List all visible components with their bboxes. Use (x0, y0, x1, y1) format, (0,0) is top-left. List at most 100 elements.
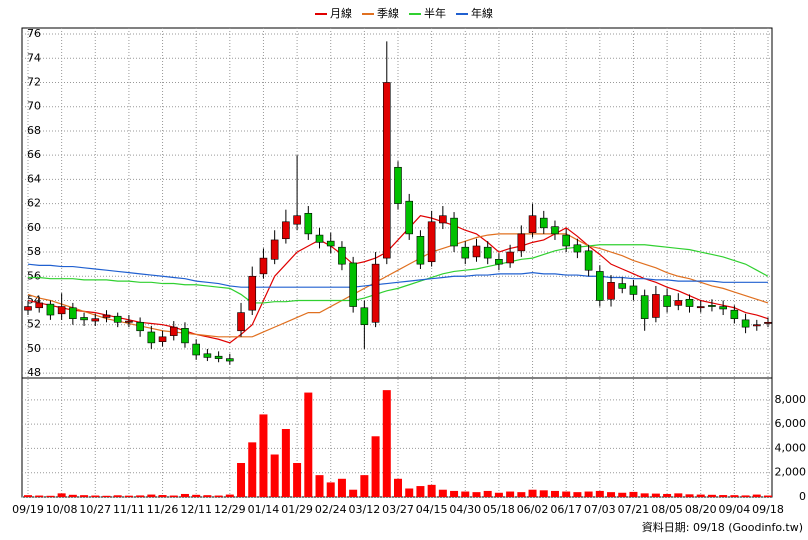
x-tick-label: 02/24 (315, 503, 347, 516)
volume-bar (68, 494, 77, 497)
candle-body (573, 244, 582, 253)
volume-bar (438, 489, 447, 497)
candle-body (382, 82, 391, 259)
candle-body (528, 215, 537, 233)
candle-body (270, 239, 279, 260)
x-tick-label: 12/11 (180, 503, 212, 516)
y2-tick-label: 8,000 (775, 393, 807, 406)
volume-bar (57, 493, 66, 497)
candle-body (147, 331, 156, 344)
x-tick-label: 01/29 (281, 503, 313, 516)
candle-body (405, 200, 414, 235)
x-tick-label: 10/27 (79, 503, 111, 516)
volume-bar (461, 491, 470, 497)
candle-body (427, 221, 436, 263)
y-tick-label: 62 (27, 197, 41, 210)
candle-body (472, 245, 481, 258)
candle-body (674, 300, 683, 306)
volume-bar (214, 495, 223, 497)
x-tick-label: 06/02 (517, 503, 549, 516)
candle-body (596, 271, 604, 301)
candle-body (181, 328, 189, 344)
volume-bar (685, 494, 694, 497)
candle-body (741, 319, 750, 328)
candle-body (69, 307, 77, 319)
volume-bar (124, 495, 133, 497)
y-tick-label: 72 (27, 75, 41, 88)
y-tick-label: 70 (27, 100, 41, 113)
volume-bar (158, 495, 167, 497)
x-tick-label: 04/15 (416, 503, 448, 516)
candle-body (607, 282, 615, 300)
volume-bar (427, 484, 436, 497)
x-tick-label: 10/08 (46, 503, 78, 516)
candle-body (517, 233, 526, 252)
candle-body (371, 263, 380, 323)
candle-body (248, 275, 257, 311)
candle-body (304, 212, 313, 235)
candle-body (293, 215, 301, 225)
y-tick-label: 76 (27, 27, 41, 40)
volume-bar (550, 490, 559, 497)
volume-bar (696, 494, 705, 497)
candle-body (24, 306, 32, 311)
candle-body (46, 303, 55, 316)
volume-bar (730, 495, 739, 497)
volume-bar (629, 491, 638, 497)
candle-body (495, 259, 503, 265)
x-tick-label: 11/11 (113, 503, 145, 516)
volume-bar (270, 454, 279, 497)
x-tick-label: 01/14 (248, 503, 280, 516)
candle-body (618, 283, 627, 289)
moving-average-line (27, 263, 768, 288)
candle-body (629, 285, 638, 295)
legend-label: 季線 (377, 6, 399, 20)
x-tick-label: 12/29 (214, 503, 246, 516)
candle-body (360, 307, 369, 326)
candle-body (506, 251, 514, 264)
volume-bar (752, 494, 761, 497)
x-tick-label: 03/27 (382, 503, 414, 516)
candle-body (394, 166, 402, 204)
candle-body (169, 326, 178, 336)
candle-body (349, 262, 357, 307)
x-tick-label: 11/26 (147, 503, 179, 516)
candle-body (450, 217, 458, 247)
candle-body (708, 305, 716, 307)
candle-body (752, 324, 761, 327)
volume-bar (382, 390, 391, 497)
footer: 資料日期: 09/18 (Goodinfo.tw) (642, 520, 803, 534)
candle-body (315, 234, 324, 243)
y2-tick-label: 0 (799, 490, 806, 503)
volume-bar (293, 463, 302, 497)
candle-body (214, 355, 223, 359)
candle-body (640, 295, 649, 319)
volume-bar (584, 491, 593, 497)
volume-bar (517, 492, 526, 497)
candle-body (80, 317, 88, 321)
y-tick-label: 60 (27, 221, 41, 234)
volume-bar (80, 495, 89, 497)
candle-body (237, 312, 245, 332)
candle-body (483, 246, 492, 259)
candle-body (439, 215, 447, 224)
volume-bar (651, 493, 660, 497)
volume-bar (640, 493, 649, 497)
candle-body (192, 343, 200, 356)
volume-bar (169, 495, 178, 497)
volume-bar (147, 494, 156, 497)
volume-bar (102, 495, 111, 497)
y2-tick-label: 6,000 (775, 417, 807, 430)
y2-tick-label: 4,000 (775, 441, 807, 454)
candle-body (125, 320, 133, 323)
volume-bar (326, 482, 335, 497)
y-tick-label: 52 (27, 318, 41, 331)
volume-bar (595, 490, 604, 497)
candle-body (35, 302, 44, 309)
candle-body (259, 257, 268, 275)
x-tick-label: 08/05 (651, 503, 683, 516)
candle-body (764, 321, 772, 324)
volume-bar (304, 392, 313, 497)
volume-bar (573, 492, 582, 497)
